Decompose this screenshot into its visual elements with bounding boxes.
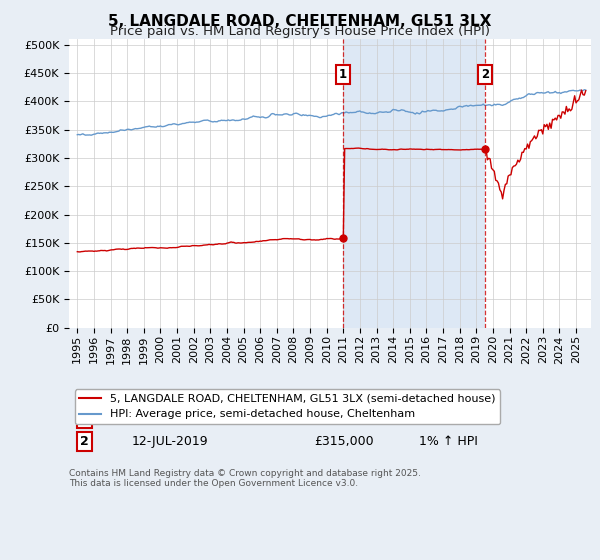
Text: Price paid vs. HM Land Registry's House Price Index (HPI): Price paid vs. HM Land Registry's House … — [110, 25, 490, 38]
Legend: 5, LANGDALE ROAD, CHELTENHAM, GL51 3LX (semi-detached house), HPI: Average price: 5, LANGDALE ROAD, CHELTENHAM, GL51 3LX (… — [74, 389, 500, 424]
Bar — [343, 39, 485, 328]
Text: £315,000: £315,000 — [314, 435, 374, 448]
Text: 27% ↓ HPI: 27% ↓ HPI — [419, 412, 485, 425]
Text: 2: 2 — [481, 68, 489, 81]
Text: 1: 1 — [339, 68, 347, 81]
Text: 1: 1 — [80, 412, 89, 425]
Text: 1% ↑ HPI: 1% ↑ HPI — [419, 435, 478, 448]
Text: Contains HM Land Registry data © Crown copyright and database right 2025.
This d: Contains HM Land Registry data © Crown c… — [69, 469, 421, 488]
Text: 23-DEC-2010: 23-DEC-2010 — [131, 412, 214, 425]
Text: 2: 2 — [80, 435, 89, 448]
Text: 5, LANGDALE ROAD, CHELTENHAM, GL51 3LX: 5, LANGDALE ROAD, CHELTENHAM, GL51 3LX — [109, 14, 491, 29]
Text: 12-JUL-2019: 12-JUL-2019 — [131, 435, 208, 448]
Text: £158,000: £158,000 — [314, 412, 374, 425]
